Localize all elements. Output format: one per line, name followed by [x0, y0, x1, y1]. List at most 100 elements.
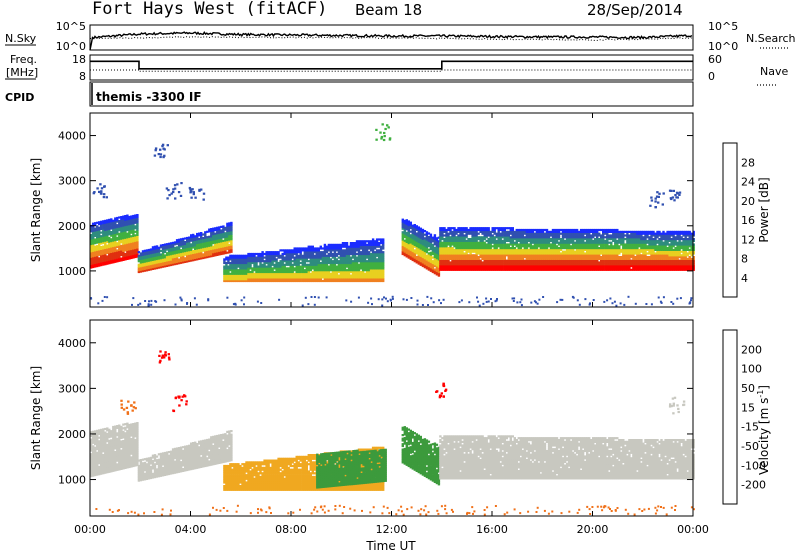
echo-cell — [277, 261, 280, 265]
echo-cell — [475, 241, 478, 244]
echo-cell — [114, 239, 117, 242]
echo-cell — [263, 276, 266, 279]
echo-cell — [449, 248, 452, 251]
echo-cell — [465, 230, 468, 233]
echo-cell — [343, 260, 347, 263]
echo-cell — [297, 260, 300, 263]
echo-cell — [425, 231, 429, 234]
echo-cell — [347, 276, 351, 279]
echo-cell — [499, 227, 502, 230]
echo-cell — [349, 278, 353, 281]
echo-cell — [427, 255, 431, 259]
echo-cell — [379, 261, 383, 265]
echo-cell — [451, 254, 454, 257]
echo-cell — [307, 260, 310, 263]
echo-cell — [382, 256, 385, 259]
echo-cell — [369, 278, 373, 281]
nave-tick-bottom: 0 — [708, 70, 715, 83]
echo-cell — [130, 251, 133, 254]
nave-label: Nave — [760, 65, 788, 78]
echo-cell — [511, 254, 514, 257]
echo-cell — [483, 254, 486, 257]
echo-cell — [104, 261, 107, 264]
echo-cell — [116, 227, 119, 230]
echo-cell — [511, 227, 514, 230]
echo-cell — [405, 246, 408, 249]
echo-cell — [421, 236, 425, 239]
echo-cell — [124, 249, 127, 252]
echo-cell — [295, 252, 298, 256]
echo-cell — [413, 229, 416, 232]
echo-cell — [253, 256, 256, 259]
echo-cell — [489, 239, 492, 242]
echo-cell — [513, 236, 516, 239]
echo-cell — [289, 261, 292, 265]
echo-cell — [255, 276, 258, 279]
echo-cell — [411, 228, 414, 231]
echo-cell — [249, 252, 252, 256]
echo-cell — [102, 256, 105, 259]
echo-cell — [301, 256, 304, 259]
echo-cell — [481, 266, 484, 269]
echo-cell — [367, 265, 371, 268]
echo-cell — [116, 216, 119, 220]
echo-cell — [485, 265, 488, 268]
echo-cell — [459, 232, 462, 235]
echo-cell — [447, 268, 450, 271]
echo-cell — [481, 252, 484, 255]
echo-cell — [317, 274, 320, 277]
echo-cell — [425, 267, 429, 270]
echo-cell — [495, 234, 498, 237]
echo-cell — [413, 258, 416, 261]
echo-cell — [499, 265, 502, 268]
echo-cell — [241, 254, 244, 257]
echo-cell — [112, 225, 115, 228]
echo-cell — [265, 272, 268, 275]
echo-cell — [339, 251, 343, 254]
echo-cell — [226, 237, 229, 240]
echo-cell — [449, 257, 452, 260]
echo-cell — [423, 246, 427, 249]
echo-cell — [151, 258, 155, 261]
echo-cell — [139, 257, 143, 260]
echo-cell — [315, 249, 318, 252]
echo-cell — [341, 252, 345, 256]
echo-cell — [511, 239, 514, 242]
echo-cell — [277, 256, 280, 259]
echo-cell — [145, 258, 149, 261]
echo-cell — [371, 242, 375, 245]
echo-cell — [469, 230, 472, 233]
echo-cell — [214, 247, 217, 250]
echo-cell — [489, 236, 492, 239]
echo-cell — [359, 254, 363, 257]
echo-cell — [409, 250, 412, 253]
echo-cell — [251, 260, 254, 263]
echo-cell — [102, 232, 105, 236]
echo-cell — [375, 258, 379, 261]
echo-cell — [177, 254, 181, 258]
echo-cell — [301, 274, 304, 277]
echo-cell — [175, 242, 179, 245]
echo-cell — [367, 245, 371, 248]
echo-cell — [461, 256, 464, 259]
echo-cell — [277, 272, 280, 275]
echo-cell — [497, 239, 500, 242]
echo-cell — [461, 245, 464, 248]
echo-cell — [453, 254, 456, 257]
echo-cell — [345, 251, 349, 254]
echo-cell — [417, 251, 420, 254]
echo-cell — [421, 254, 425, 257]
echo-cell — [130, 253, 133, 256]
echo-cell — [453, 259, 456, 262]
echo-cell — [499, 259, 502, 262]
echo-cell — [349, 265, 353, 268]
echo-cell — [371, 245, 375, 248]
echo-cell — [98, 257, 101, 260]
echo-cell — [192, 241, 195, 244]
echo-cell — [353, 258, 357, 261]
echo-cell — [353, 243, 357, 246]
echo-cell — [297, 278, 300, 281]
echo-cell — [241, 256, 244, 259]
echo-cell — [120, 244, 123, 247]
echo-cell — [222, 234, 225, 237]
